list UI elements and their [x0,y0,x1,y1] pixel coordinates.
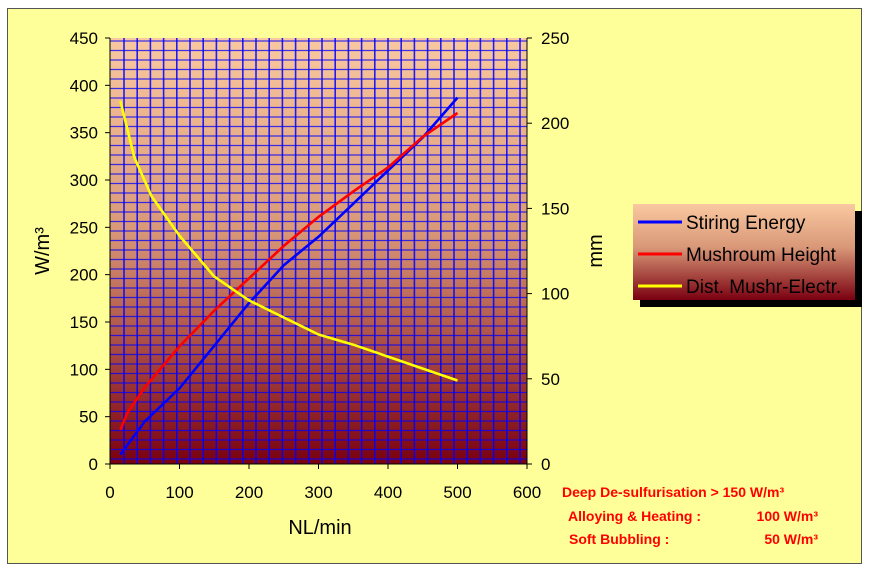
right-tick-label: 50 [541,370,560,389]
legend-label-2: Mushroum Height [686,245,837,266]
x-tick-label: 400 [374,483,402,502]
series-line-2 [119,111,459,431]
left-tick-label: 50 [79,408,98,427]
left-tick-label: 200 [70,266,98,285]
note-deep-desulfurisation: Deep De-sulfurisation > 150 W/m³ [562,484,784,500]
x-tick-label: 500 [443,483,471,502]
x-tick-label: 0 [105,483,114,502]
legend-label-3: Dist. Mushr-Electr. [686,277,841,298]
left-tick-label: 250 [70,218,98,237]
left-tick-label: 450 [70,29,98,48]
series-line-1 [119,96,459,456]
left-tick-label: 300 [70,171,98,190]
note-alloying-label: Alloying & Heating : [568,508,701,524]
note-soft-bubbling-value: 50 W/m³ [764,531,818,547]
left-tick-label: 350 [70,124,98,143]
right-axis-ticks: 0 50 100 150 200 250 [527,29,569,474]
y2-axis-label: mm [585,234,607,267]
grid-lines [110,38,527,464]
series-line-3 [119,100,458,382]
note-alloying-value: 100 W/m³ [757,508,819,524]
legend-label-1: Stiring Energy [686,213,806,234]
right-tick-label: 250 [541,29,569,48]
y-axis-label: W/m³ [32,227,54,275]
x-tick-label: 300 [304,483,332,502]
x-tick-label: 100 [165,483,193,502]
right-tick-label: 200 [541,114,569,133]
left-axis-ticks: 0 50 100 150 200 250 300 350 400 450 [70,29,110,474]
right-tick-label: 100 [541,285,569,304]
x-axis-label: NL/min [288,517,351,539]
legend-box [633,204,855,300]
x-axis-ticks: 0 100 200 300 400 500 600 [105,464,541,502]
left-tick-label: 400 [70,76,98,95]
x-tick-label: 600 [513,483,541,502]
plot-area [110,38,527,464]
left-tick-label: 150 [70,313,98,332]
left-tick-label: 0 [89,455,98,474]
right-tick-label: 150 [541,199,569,218]
notes: Deep De-sulfurisation > 150 W/m³ Alloyin… [562,484,818,547]
series-lines [119,96,459,456]
legend: Stiring Energy Mushroum Height Dist. Mushr… [633,204,862,307]
x-tick-label: 200 [235,483,263,502]
note-soft-bubbling-label: Soft Bubbling : [569,531,669,547]
right-tick-label: 0 [541,455,550,474]
left-tick-label: 100 [70,360,98,379]
